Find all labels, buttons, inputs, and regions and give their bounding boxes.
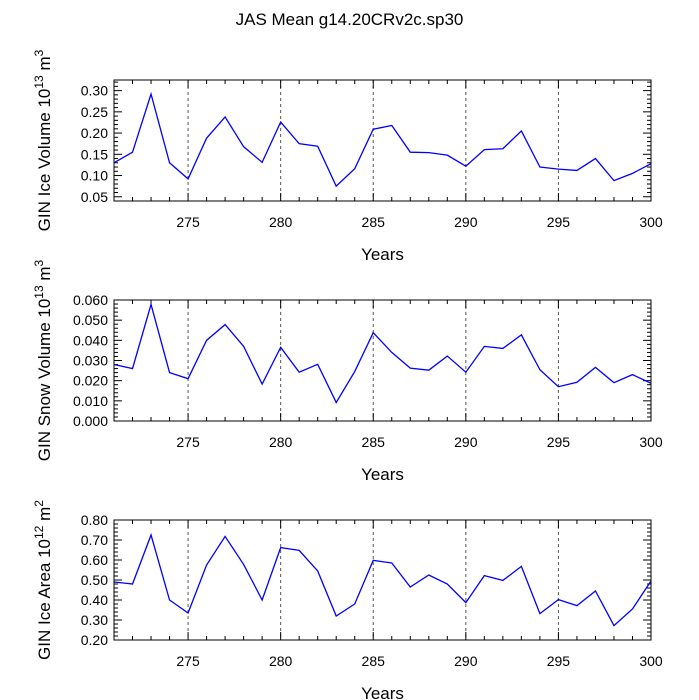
series-line-ice-volume bbox=[113, 91, 652, 188]
y-label-main: GIN Snow Volume 10 bbox=[35, 299, 54, 462]
y-label-unit: m bbox=[35, 266, 54, 285]
y-label-unit-exponent: 2 bbox=[32, 500, 46, 507]
x-tick-label: 280 bbox=[269, 214, 293, 230]
y-label-exponent: 13 bbox=[32, 285, 46, 299]
x-tick-label: 295 bbox=[547, 214, 571, 230]
plot-frame bbox=[113, 299, 652, 422]
y-tick-label: 0.020 bbox=[73, 373, 108, 389]
y-tick-label: 0.60 bbox=[81, 552, 108, 568]
y-tick-label: 0.40 bbox=[81, 592, 108, 608]
y-tick-label: 0.30 bbox=[81, 612, 108, 628]
plot-frame bbox=[113, 79, 652, 202]
x-tick-label: 280 bbox=[269, 653, 293, 669]
x-tick-label: 295 bbox=[547, 434, 571, 450]
y-tick-label: 0.030 bbox=[73, 353, 108, 369]
x-tick-label: 290 bbox=[454, 653, 478, 669]
x-tick-label: 300 bbox=[639, 214, 663, 230]
x-tick-label: 280 bbox=[269, 434, 293, 450]
y-tick-label: 0.000 bbox=[73, 413, 108, 429]
y-tick-label: 0.010 bbox=[73, 393, 108, 409]
x-tick-label: 275 bbox=[176, 653, 200, 669]
y-tick-label: 0.05 bbox=[81, 189, 108, 205]
y-tick-label: 0.20 bbox=[81, 125, 108, 141]
y-axis-label: GIN Snow Volume 1013 m3 bbox=[32, 259, 54, 461]
y-tick-label: 0.25 bbox=[81, 104, 108, 120]
y-label-exponent: 12 bbox=[32, 525, 46, 539]
x-tick-label: 285 bbox=[362, 434, 386, 450]
y-label-unit-exponent: 3 bbox=[32, 259, 46, 266]
y-tick-label: 0.040 bbox=[73, 332, 108, 348]
x-tick-label: 300 bbox=[639, 653, 663, 669]
y-axis-label: GIN Ice Area 1012 m2 bbox=[32, 500, 54, 660]
panel-ice-area: 0.20 0.30 0.40 0.50 0.60 0.70 0.80 275 280 285 290… bbox=[32, 500, 663, 700]
y-label-unit: m bbox=[35, 56, 54, 75]
y-tick-label: 0.80 bbox=[81, 512, 108, 528]
plot-frame bbox=[113, 519, 652, 641]
y-label-exponent: 13 bbox=[32, 75, 46, 89]
x-axis-label: Years bbox=[361, 684, 404, 700]
y-label-main: GIN Ice Volume 10 bbox=[35, 89, 54, 232]
x-axis-label: Years bbox=[361, 465, 404, 484]
y-axis-label: GIN Ice Volume 1013 m3 bbox=[32, 49, 54, 231]
y-tick-label: 0.20 bbox=[81, 632, 108, 648]
y-tick-label: 0.30 bbox=[81, 83, 108, 99]
x-tick-label: 275 bbox=[176, 214, 200, 230]
x-axis-label: Years bbox=[361, 245, 404, 264]
series-line-snow-volume bbox=[113, 302, 652, 404]
x-tick-label: 275 bbox=[176, 434, 200, 450]
y-label-unit-exponent: 3 bbox=[32, 49, 46, 56]
x-tick-label: 290 bbox=[454, 434, 478, 450]
x-tick-label: 295 bbox=[547, 653, 571, 669]
y-tick-label: 0.10 bbox=[81, 168, 108, 184]
x-tick-label: 300 bbox=[639, 434, 663, 450]
series-line-ice-area bbox=[113, 532, 652, 627]
y-label-unit: m bbox=[35, 507, 54, 526]
x-tick-label: 285 bbox=[362, 653, 386, 669]
panel-snow-volume: 0.000 0.010 0.020 0.030 0.040 0.050 0.060 275 28… bbox=[32, 259, 663, 484]
y-label-main: GIN Ice Area 10 bbox=[35, 539, 54, 660]
x-tick-label: 290 bbox=[454, 214, 478, 230]
y-tick-label: 0.70 bbox=[81, 532, 108, 548]
y-tick-label: 0.050 bbox=[73, 312, 108, 328]
x-tick-label: 285 bbox=[362, 214, 386, 230]
y-tick-label: 0.060 bbox=[73, 292, 108, 308]
y-tick-label: 0.50 bbox=[81, 572, 108, 588]
panel-ice-volume: 0.05 0.10 0.15 0.20 0.25 0.30 275 280 285 290 295 3… bbox=[32, 49, 663, 264]
y-tick-label: 0.15 bbox=[81, 146, 108, 162]
chart-title: JAS Mean g14.20CRv2c.sp30 bbox=[235, 10, 464, 29]
